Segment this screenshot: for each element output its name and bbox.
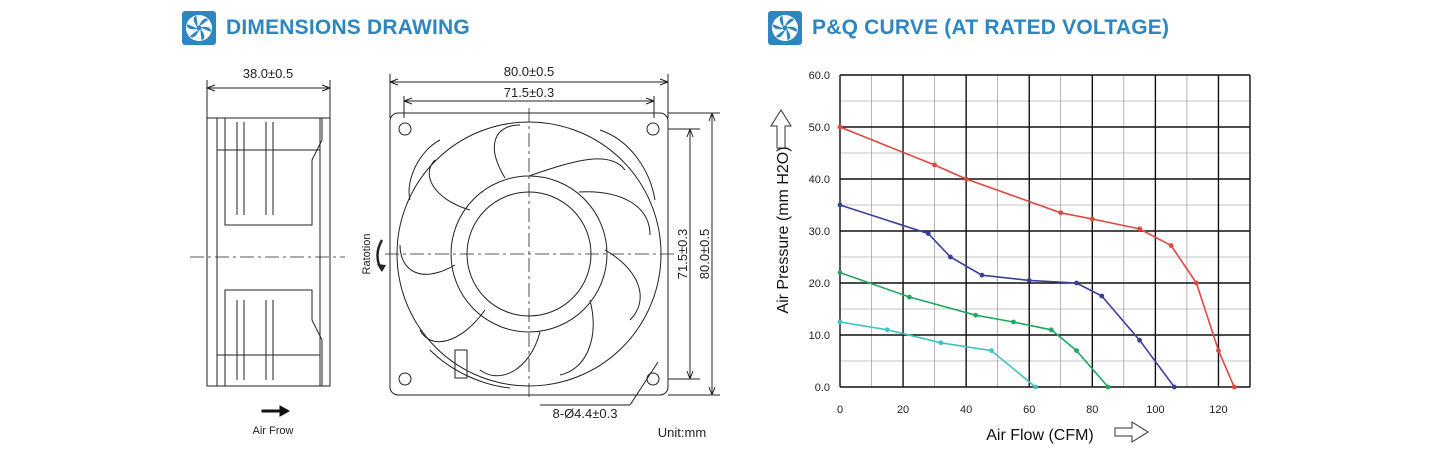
series-point — [1074, 280, 1079, 286]
rotation-label: Ratotion — [361, 234, 373, 275]
series-point — [837, 270, 843, 275]
series-point — [963, 176, 969, 182]
series-point — [906, 294, 912, 300]
series-point — [947, 254, 953, 260]
x-tick-label: 100 — [1146, 404, 1164, 416]
y-tick-label: 40.0 — [809, 174, 830, 186]
series-point — [973, 312, 979, 318]
series-line-4 — [839, 321, 1037, 388]
front-inner-label: 71.5±0.3 — [504, 85, 555, 100]
series-point — [938, 340, 944, 346]
pq-title: P&Q CURVE (AT RATED VOLTAGE) — [812, 16, 1170, 39]
side-view — [190, 80, 345, 387]
series-point — [988, 348, 994, 353]
series-point — [1216, 348, 1221, 353]
series-point — [1168, 243, 1174, 248]
series-point — [1089, 216, 1095, 222]
y-tick-label: 50.0 — [809, 122, 830, 134]
x-axis-label: Air Flow (CFM) — [986, 427, 1094, 444]
front-outer-label: 80.0±0.5 — [504, 64, 555, 79]
pq-chart: 0 20 40 60 80 100 120 0.0 10.0 20.0 30.0 40.0 50.0 60… — [770, 70, 1251, 444]
x-tick-label: 0 — [837, 404, 843, 416]
x-tick-label: 120 — [1209, 404, 1227, 416]
side-width-label: 38.0±0.5 — [243, 66, 294, 81]
x-tick-label: 60 — [1023, 404, 1035, 416]
fan-logo-icon — [182, 11, 216, 45]
pq-header: P&Q CURVE (AT RATED VOLTAGE) — [768, 8, 1169, 48]
series-point — [1193, 280, 1199, 286]
y-axis-label: Air Pressure (mm H2O) — [775, 146, 792, 313]
x-tick-label: 40 — [960, 404, 972, 416]
series-point — [884, 327, 890, 333]
series-point — [1011, 319, 1016, 325]
series-point — [932, 162, 938, 168]
series-line-3 — [839, 271, 1109, 388]
vert-inner-label: 71.5±0.3 — [675, 229, 690, 280]
holes-label: 8-Ø4.4±0.3 — [553, 406, 618, 421]
x-tick-label: 80 — [1086, 404, 1098, 416]
series-line-2 — [839, 204, 1175, 388]
y-tick-label: 10.0 — [809, 330, 830, 342]
series-point — [1231, 384, 1237, 390]
y-tick-label: 30.0 — [809, 226, 830, 238]
dimensions-header: DIMENSIONS DRAWING — [182, 8, 470, 48]
y-tick-label: 20.0 — [809, 278, 830, 290]
series-line-1 — [839, 126, 1235, 388]
series-point — [1074, 348, 1079, 353]
series-point — [837, 202, 843, 208]
series-point — [1171, 384, 1177, 390]
airflow-label: Air Frow — [253, 425, 294, 437]
dimensions-title: DIMENSIONS DRAWING — [226, 16, 470, 39]
dimensions-drawing: 38.0±0.5 80.0±0.5 71.5±0.3 71.5±0.3 80.0… — [190, 64, 720, 440]
y-tick-label: 0.0 — [815, 382, 830, 394]
series-point — [979, 272, 985, 278]
series-point — [1048, 327, 1054, 333]
series-point — [1033, 384, 1038, 390]
series-point — [1099, 293, 1105, 299]
series-point — [925, 231, 931, 237]
unit-label: Unit:mm — [658, 425, 706, 440]
series-point — [837, 319, 843, 325]
vert-outer-label: 80.0±0.5 — [697, 229, 712, 280]
series-point — [1105, 384, 1111, 390]
front-view — [385, 74, 675, 400]
fan-logo-icon — [768, 11, 802, 45]
series-point — [1137, 337, 1143, 343]
right-arrow-icon — [1114, 421, 1149, 443]
series-point — [837, 124, 843, 130]
up-arrow-icon — [770, 109, 792, 149]
series-point — [1026, 278, 1032, 283]
airflow-arrow-icon — [261, 405, 291, 417]
y-tick-label: 60.0 — [809, 70, 830, 82]
series-point — [1137, 226, 1143, 232]
series-point — [1058, 210, 1064, 216]
x-tick-label: 20 — [897, 404, 909, 416]
